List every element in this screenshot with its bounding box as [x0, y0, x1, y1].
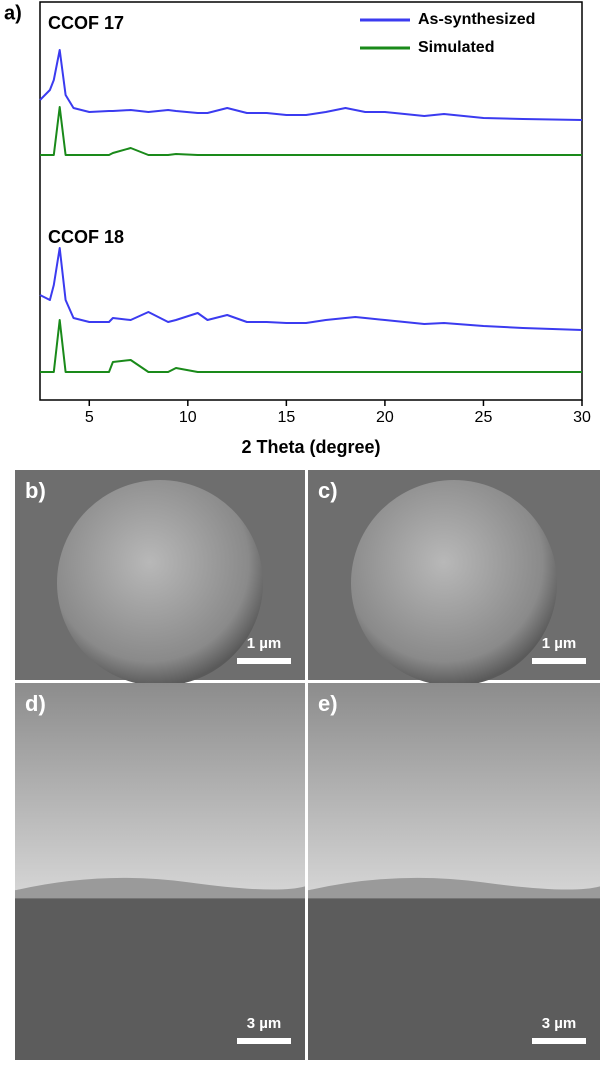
film-section: [15, 890, 305, 1060]
x-tick-label: 25: [475, 409, 493, 426]
sem-image: b) 1 µm: [15, 470, 305, 686]
sem-sky: [308, 683, 600, 891]
scale-bar: [237, 1038, 291, 1044]
panel-label: d): [25, 691, 46, 716]
scale-bar-label: 1 µm: [247, 635, 282, 652]
sphere: [351, 480, 557, 686]
x-tick-label: 20: [376, 409, 394, 426]
sem-image: d) 3 µm: [15, 683, 305, 1060]
film-section: [308, 890, 600, 1060]
scale-bar: [532, 1038, 586, 1044]
x-axis-label: 2 Theta (degree): [241, 437, 380, 457]
x-tick-label: 30: [573, 409, 591, 426]
scale-bar: [237, 658, 291, 664]
legend-label: Simulated: [418, 39, 494, 56]
pattern-line: [40, 106, 582, 156]
film-surface: [15, 877, 305, 899]
scale-bar-label: 3 µm: [247, 1015, 282, 1032]
x-tick-label: 15: [277, 409, 295, 426]
scale-bar: [532, 658, 586, 664]
pattern-label: CCOF 18: [48, 227, 124, 247]
panel-label: c): [318, 478, 338, 503]
pattern-line: [39, 247, 583, 331]
sem-image: c) 1 µm: [308, 470, 600, 686]
scale-bar-label: 1 µm: [542, 635, 577, 652]
x-tick-label: 10: [179, 409, 197, 426]
sem-image: e) 3 µm: [308, 683, 600, 1060]
x-tick-label: 5: [85, 409, 94, 426]
plot-frame: [39, 1, 583, 401]
panel-label: e): [318, 691, 338, 716]
pattern-label: CCOF 17: [48, 13, 124, 33]
panel-label: b): [25, 478, 46, 503]
film-surface: [308, 877, 600, 899]
scale-bar-label: 3 µm: [542, 1015, 577, 1032]
pattern-line: [39, 49, 583, 121]
panel-label: a): [4, 2, 22, 24]
sphere: [57, 480, 263, 686]
sem-sky: [15, 683, 305, 891]
legend-label: As-synthesized: [418, 11, 535, 28]
pattern-line: [40, 319, 582, 373]
